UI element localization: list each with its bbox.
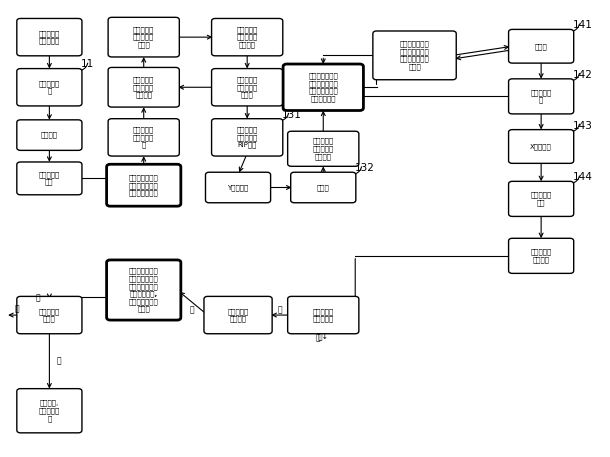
Text: 是否曝光完
成一个条带: 是否曝光完 成一个条带: [313, 308, 334, 322]
FancyBboxPatch shape: [206, 172, 271, 203]
Text: X方向拉伸: X方向拉伸: [530, 143, 552, 150]
FancyBboxPatch shape: [212, 119, 283, 156]
Text: 客户设计图
形矢量格式: 客户设计图 形矢量格式: [39, 30, 60, 44]
FancyBboxPatch shape: [108, 68, 179, 107]
FancyBboxPatch shape: [204, 297, 272, 334]
FancyBboxPatch shape: [108, 119, 179, 156]
Text: 推送栅格化
图形量数据
处理系统: 推送栅格化 图形量数据 处理系统: [313, 138, 334, 159]
FancyBboxPatch shape: [291, 172, 356, 203]
Text: 上传刷号到
设备: 上传刷号到 设备: [39, 171, 60, 186]
Text: 否: 否: [190, 305, 195, 314]
FancyBboxPatch shape: [17, 297, 82, 334]
Text: 刷号系统软
件: 刷号系统软 件: [39, 80, 60, 94]
Text: 人工或自动
队列选择刷
号: 人工或自动 队列选择刷 号: [133, 127, 154, 148]
FancyBboxPatch shape: [212, 18, 283, 56]
Text: 分割数据图
形并推送到
RIP模块: 分割数据图 形并推送到 RIP模块: [237, 127, 258, 148]
Text: 是否完成刷
号曝光: 是否完成刷 号曝光: [39, 308, 60, 322]
Text: 132: 132: [354, 163, 375, 173]
FancyBboxPatch shape: [283, 64, 364, 111]
Text: 图形发生器
精化: 图形发生器 精化: [531, 192, 552, 206]
Text: 图形发生器
图形反转: 图形发生器 图形反转: [531, 249, 552, 263]
FancyBboxPatch shape: [107, 260, 181, 320]
Text: 142: 142: [572, 70, 592, 80]
Text: 143: 143: [572, 121, 592, 131]
Text: 图形发生器
化: 图形发生器 化: [531, 89, 552, 103]
FancyBboxPatch shape: [108, 17, 179, 57]
Text: 否: 否: [15, 304, 20, 313]
Text: 刷号文件: 刷号文件: [41, 132, 58, 138]
FancyBboxPatch shape: [509, 130, 573, 163]
Text: 144: 144: [572, 172, 592, 182]
FancyBboxPatch shape: [17, 162, 82, 195]
Text: 141: 141: [572, 20, 592, 30]
FancyBboxPatch shape: [509, 238, 573, 273]
Text: 选置刷号、设定
工艺参数、并加
入设备生产队列: 选置刷号、设定 工艺参数、并加 入设备生产队列: [129, 174, 159, 196]
Text: 分块化: 分块化: [535, 43, 548, 49]
FancyBboxPatch shape: [373, 31, 456, 80]
FancyBboxPatch shape: [509, 79, 573, 114]
Text: 11: 11: [81, 59, 94, 69]
FancyBboxPatch shape: [509, 181, 573, 217]
Text: 否↓: 否↓: [318, 332, 329, 341]
Text: 关闭位置矫正模
块、光源模组、
能量控制模块和
自动聚焦模块,
平台运动置上下
零位置: 关闭位置矫正模 块、光源模组、 能量控制模块和 自动聚焦模块, 平台运动置上下 …: [129, 268, 159, 312]
FancyBboxPatch shape: [17, 18, 82, 56]
Text: Y方向拉伸: Y方向拉伸: [228, 184, 249, 191]
Text: 设备待机,
等待刷号选
排: 设备待机, 等待刷号选 排: [39, 400, 60, 422]
Text: 栅格化: 栅格化: [317, 184, 329, 191]
Text: 否: 否: [315, 333, 320, 342]
Text: 是: 是: [57, 357, 62, 366]
Text: 是否曝光完
所有条带: 是否曝光完 所有条带: [228, 308, 249, 322]
Text: 是: 是: [35, 293, 40, 303]
Text: 通知平台运动到
下一条带曝光位
置并处于匀速扫
描状态: 通知平台运动到 下一条带曝光位 置并处于匀速扫 描状态: [400, 41, 429, 70]
Text: 系统对位模
组获取芯片
对位信息: 系统对位模 组获取芯片 对位信息: [237, 26, 258, 48]
FancyBboxPatch shape: [288, 131, 359, 166]
FancyBboxPatch shape: [509, 29, 573, 63]
Text: 基于对位信
息调整传曝
光图形: 基于对位信 息调整传曝 光图形: [237, 76, 258, 98]
Text: 在曝光软件
界面点击开
始曝光: 在曝光软件 界面点击开 始曝光: [133, 26, 154, 48]
Text: 131: 131: [282, 110, 301, 120]
FancyBboxPatch shape: [17, 388, 82, 433]
FancyBboxPatch shape: [288, 297, 359, 334]
FancyBboxPatch shape: [212, 69, 283, 106]
Text: 激活位置矫正模
块、光源模组、
能量控制模块和
自动聚焦模块: 激活位置矫正模 块、光源模组、 能量控制模块和 自动聚焦模块: [309, 73, 338, 102]
FancyBboxPatch shape: [17, 69, 82, 106]
FancyBboxPatch shape: [107, 164, 181, 206]
Text: 自动或手动
上片到设备
真空吸量: 自动或手动 上片到设备 真空吸量: [133, 76, 154, 98]
FancyBboxPatch shape: [17, 120, 82, 150]
Text: 是: 是: [278, 305, 282, 314]
